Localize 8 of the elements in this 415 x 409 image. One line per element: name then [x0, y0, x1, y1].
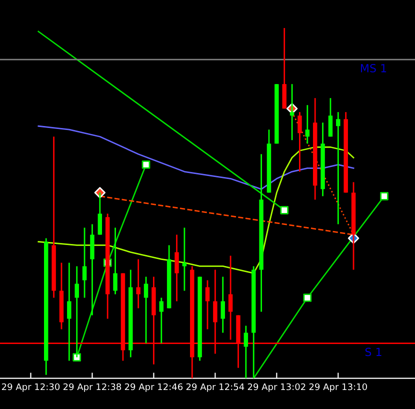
ref-line-label: MS 1: [360, 64, 386, 72]
x-tick-label: 29 Apr 12:54: [186, 383, 244, 392]
x-tick-label: 29 Apr 12:38: [63, 383, 122, 392]
x-tick-label: 29 Apr 12:30: [2, 383, 60, 392]
x-tick-label: 29 Apr 12:46: [124, 383, 183, 392]
x-tick-label: 29 Apr 13:02: [248, 383, 306, 392]
ref-line-label: S 1: [365, 348, 382, 356]
x-tick-label: 29 Apr 13:10: [309, 383, 367, 392]
